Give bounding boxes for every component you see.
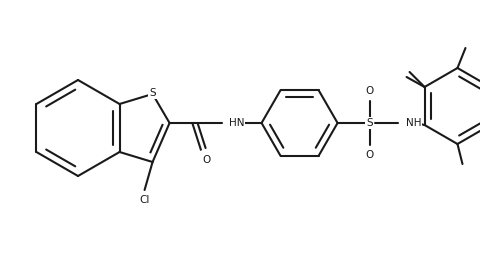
Text: O: O (203, 155, 211, 165)
Text: HN: HN (228, 118, 244, 128)
Text: O: O (365, 86, 374, 96)
Text: Cl: Cl (139, 195, 150, 205)
Text: NH: NH (406, 118, 421, 128)
Text: O: O (365, 150, 374, 160)
Text: S: S (366, 118, 373, 128)
Text: S: S (149, 88, 156, 98)
